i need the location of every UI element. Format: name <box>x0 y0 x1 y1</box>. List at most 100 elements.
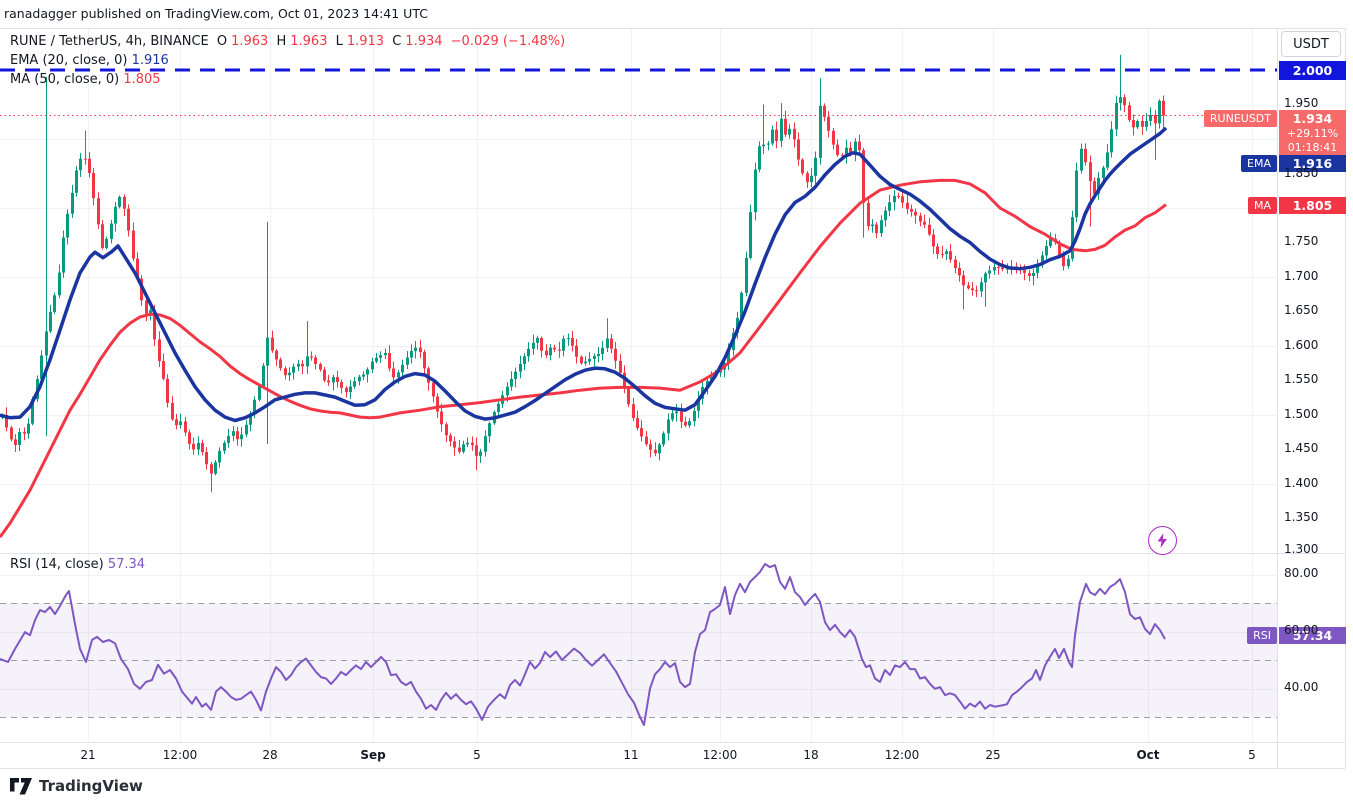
candle-body <box>92 172 95 199</box>
candle-body <box>836 144 839 156</box>
candle-body <box>858 141 861 151</box>
candle-body <box>453 441 456 448</box>
candle-body <box>845 147 848 156</box>
candle-body <box>619 360 622 373</box>
candle-body <box>880 220 883 234</box>
candle-body <box>5 415 8 428</box>
candle-body <box>740 292 743 318</box>
candle-body <box>849 147 852 155</box>
candle-body <box>423 351 426 369</box>
ma-tag[interactable]: MA <box>1247 197 1277 214</box>
candle-body <box>153 310 156 340</box>
instant-trading-button[interactable] <box>1148 526 1177 555</box>
candle-body <box>1032 272 1035 277</box>
time-tick-label: 12:00 <box>702 748 738 762</box>
candle-body <box>949 251 952 260</box>
candle-body <box>593 356 596 359</box>
candle-body <box>527 348 530 357</box>
candle-body <box>118 196 121 207</box>
candle-body <box>227 435 230 443</box>
candle-body <box>345 387 348 393</box>
candle-body <box>445 424 448 436</box>
candle-body <box>53 295 56 313</box>
candle-body <box>218 450 221 463</box>
candle-body <box>597 353 600 357</box>
candle-body <box>1049 238 1052 247</box>
candle-body <box>384 352 387 356</box>
candle-body <box>767 143 770 145</box>
ema-tag[interactable]: EMA <box>1241 155 1277 172</box>
candle-body <box>832 130 835 145</box>
published-header: ranadagger published on TradingView.com,… <box>4 6 428 21</box>
symbol-legend-row[interactable]: RUNE / TetherUS, 4h, BINANCE O 1.963 H 1.9… <box>10 33 565 51</box>
candle-body <box>101 224 104 248</box>
candle-body <box>923 221 926 225</box>
candle-body <box>797 139 800 160</box>
candle-body <box>788 128 791 135</box>
time-tick-label: 21 <box>80 748 96 762</box>
symbol-title: RUNE / TetherUS, 4h, BINANCE <box>10 34 209 49</box>
time-tick-label: 11 <box>623 748 639 762</box>
ema-price-box: 1.916 <box>1279 155 1346 172</box>
candle-body <box>914 211 917 216</box>
candle-body <box>910 208 913 212</box>
candle-body <box>1102 167 1105 178</box>
candle-body <box>105 238 108 248</box>
candle-body <box>1132 120 1135 128</box>
price-tick-label: 1.850 <box>1284 166 1319 180</box>
candle-body <box>1141 121 1144 127</box>
candle-body <box>136 258 139 279</box>
last-price-box[interactable]: 1.934 +29.11% 01:18:41 <box>1279 110 1346 157</box>
rsi14-line[interactable] <box>0 563 1166 726</box>
tradingview-logo-icon <box>10 777 32 794</box>
ema20-line[interactable] <box>0 126 1168 423</box>
candle-body <box>232 431 235 436</box>
candle-body <box>406 357 409 365</box>
candle-body <box>192 443 195 450</box>
candle-body <box>749 212 752 258</box>
candle-body <box>410 351 413 358</box>
price-tick-label: 1.950 <box>1284 96 1319 110</box>
candle-body <box>771 129 774 144</box>
currency-toggle-button[interactable]: USDT <box>1281 31 1341 57</box>
candle-body <box>71 192 74 214</box>
rsi-legend-row[interactable]: RSI (14, close) 57.34 <box>10 557 146 572</box>
candle-body <box>379 355 382 358</box>
candle-body <box>967 285 970 289</box>
candle-body <box>201 442 204 453</box>
candle-body <box>584 361 587 364</box>
candle-body <box>958 268 961 276</box>
ma-legend-row[interactable]: MA (50, close, 0) 1.805 <box>10 72 161 87</box>
rsi-tag[interactable]: RSI <box>1247 627 1277 644</box>
candle-body <box>310 356 313 358</box>
candle-body <box>66 213 69 238</box>
ma50-line[interactable] <box>0 178 1167 538</box>
candle-body <box>1058 242 1061 256</box>
tradingview-logo[interactable]: TradingView <box>10 777 143 795</box>
candle-body <box>936 246 939 255</box>
candle-body <box>1075 170 1078 218</box>
candle-body <box>662 433 665 445</box>
candle-body <box>314 357 317 365</box>
candle-body <box>632 404 635 418</box>
candle-body <box>706 380 709 387</box>
candle-body <box>262 365 265 387</box>
alert-level-price-label[interactable]: 2.000 <box>1279 61 1346 80</box>
time-tick-label: 28 <box>262 748 278 762</box>
candle-body <box>984 273 987 283</box>
candle-body <box>432 382 435 397</box>
candle-body <box>366 369 369 375</box>
candle-body <box>497 403 500 413</box>
ema-legend-row[interactable]: EMA (20, close, 0) 1.916 <box>10 53 169 68</box>
candle-body <box>727 349 730 363</box>
candle-body <box>171 402 174 420</box>
candle-body <box>519 363 522 372</box>
candle-body <box>31 399 34 424</box>
candle-body <box>466 442 469 445</box>
candle-body <box>323 369 326 381</box>
candle-body <box>488 423 491 437</box>
candle-body <box>179 421 182 426</box>
candle-body <box>132 230 135 259</box>
symbol-price-tag[interactable]: RUNEUSDT <box>1203 110 1277 127</box>
